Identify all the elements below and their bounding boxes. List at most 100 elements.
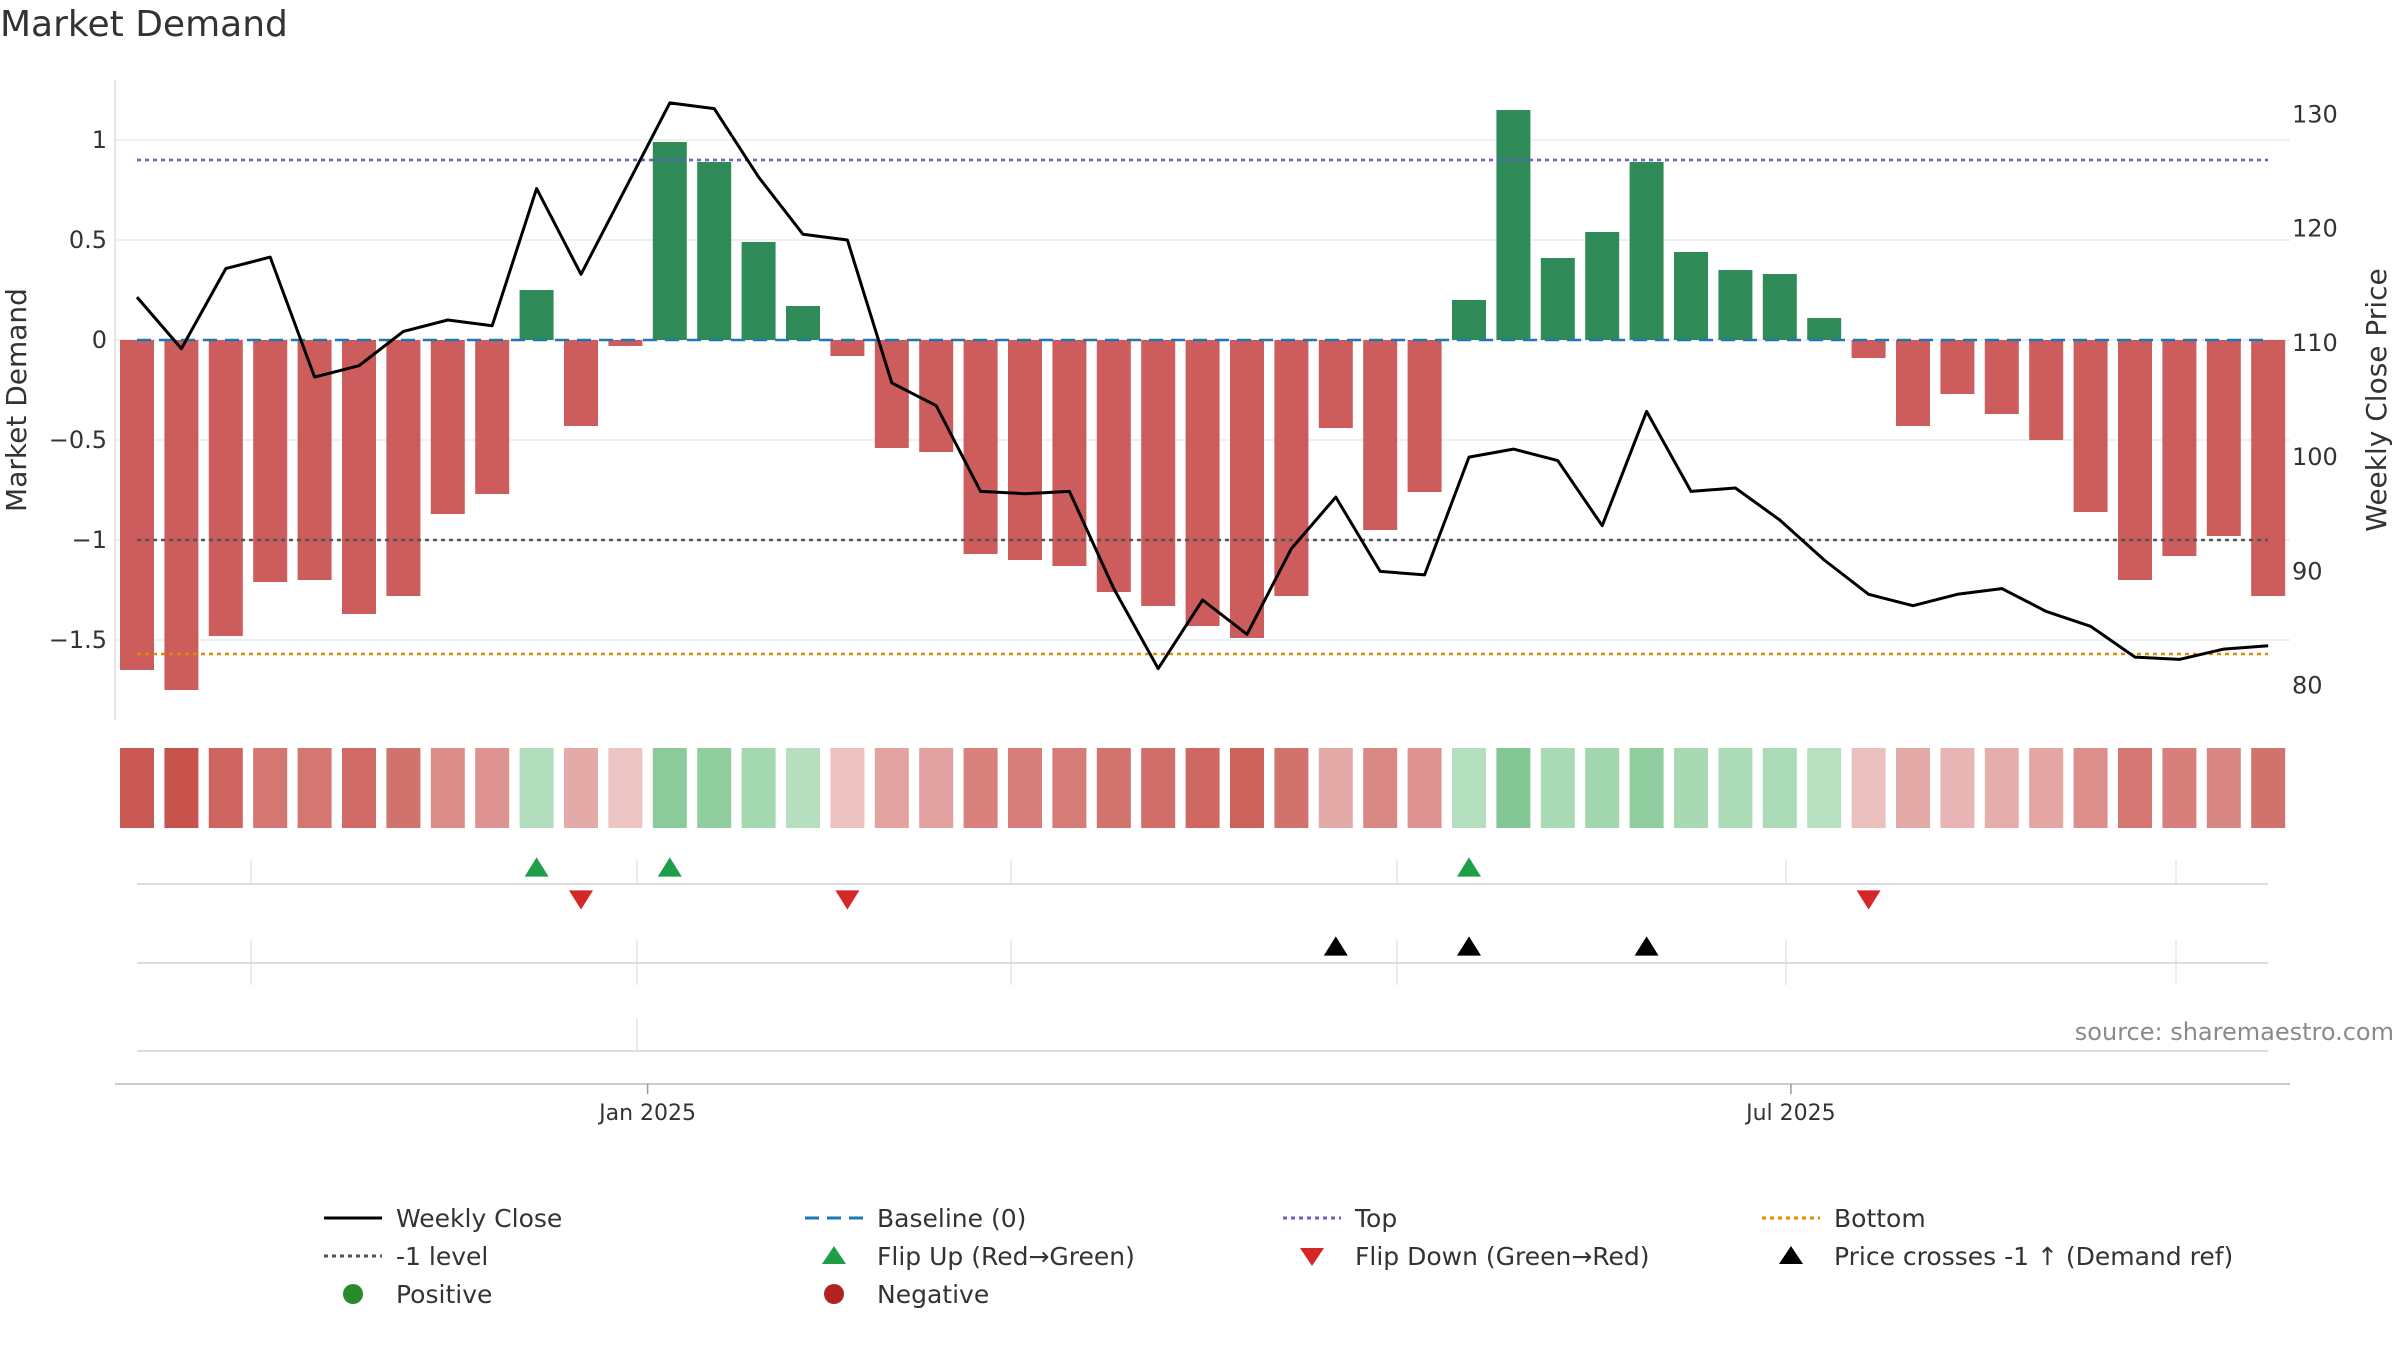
legend-item-top: Top bbox=[1281, 1200, 1397, 1236]
heat-cell bbox=[1851, 748, 1886, 828]
legend-label: Flip Down (Green→Red) bbox=[1355, 1241, 1650, 1271]
heat-cell bbox=[253, 748, 288, 828]
heat-cell bbox=[830, 748, 865, 828]
heat-cell bbox=[164, 748, 199, 828]
x-tick-label: Jan 2025 bbox=[597, 1101, 696, 1126]
y-axis-title: Market Demand bbox=[0, 288, 33, 512]
y-tick-label: 0 bbox=[92, 326, 107, 354]
demand-bar bbox=[1674, 252, 1708, 340]
heat-cell bbox=[1674, 748, 1708, 828]
legend-symbol-solid-line bbox=[324, 1216, 382, 1220]
heat-cell bbox=[697, 748, 732, 828]
flip-down-marker bbox=[1856, 890, 1881, 910]
demand-bar bbox=[2073, 340, 2108, 512]
legend-label: Weekly Close bbox=[396, 1203, 563, 1233]
demand-bar bbox=[1274, 340, 1309, 596]
heat-cell bbox=[1407, 748, 1442, 828]
heat-cell bbox=[652, 748, 687, 828]
demand-bar bbox=[1230, 340, 1264, 638]
demand-bar bbox=[1096, 340, 1131, 592]
demand-bar bbox=[1851, 340, 1886, 358]
heat-cell bbox=[430, 748, 465, 828]
legend: Weekly Close Baseline (0) Top Bottom -1 leve… bbox=[0, 1200, 2400, 1330]
y-tick-label: 1 bbox=[92, 126, 107, 154]
legend-item-baseline: Baseline (0) bbox=[803, 1200, 1026, 1236]
demand-bar bbox=[519, 290, 554, 340]
y-tick-label: −0.5 bbox=[49, 426, 107, 454]
y2-tick-label: 110 bbox=[2292, 329, 2338, 357]
legend-symbol-dashed-line bbox=[805, 1216, 863, 1220]
heat-cell bbox=[386, 748, 421, 828]
demand-bar bbox=[919, 340, 954, 452]
heat-cell bbox=[741, 748, 776, 828]
y2-tick-label: 130 bbox=[2292, 100, 2338, 128]
flip-down-marker bbox=[569, 890, 593, 910]
demand-bar bbox=[2206, 340, 2241, 536]
price-cross-marker bbox=[1457, 936, 1481, 956]
legend-label: Bottom bbox=[1834, 1203, 1926, 1233]
heat-cell bbox=[208, 748, 243, 828]
flip-up-marker bbox=[657, 857, 682, 877]
demand-bar bbox=[741, 242, 776, 340]
y2-tick-label: 100 bbox=[2292, 443, 2338, 471]
heat-cell bbox=[874, 748, 909, 828]
heat-cell bbox=[1318, 748, 1353, 828]
heat-cell bbox=[342, 748, 376, 828]
demand-bar bbox=[164, 340, 199, 690]
legend-symbol-dot bbox=[824, 1284, 844, 1304]
legend-item-cross: Price crosses -1 ↑ (Demand ref) bbox=[1760, 1238, 2233, 1274]
legend-label: Top bbox=[1355, 1203, 1398, 1233]
heat-cell bbox=[120, 748, 154, 828]
legend-symbol-dotted-line bbox=[324, 1254, 382, 1258]
demand-bar bbox=[1318, 340, 1353, 428]
heat-cell bbox=[519, 748, 554, 828]
heat-cell bbox=[297, 748, 332, 828]
legend-symbol-triangle-down bbox=[1300, 1248, 1324, 1266]
legend-label: Price crosses -1 ↑ (Demand ref) bbox=[1834, 1241, 2234, 1271]
x-tick-label: Jul 2025 bbox=[1744, 1101, 1836, 1126]
weekly-close-line bbox=[135, 101, 2269, 671]
legend-item-flip-down: Flip Down (Green→Red) bbox=[1281, 1238, 1650, 1274]
demand-bar bbox=[1984, 340, 2019, 414]
demand-bar bbox=[652, 142, 687, 340]
heat-cell bbox=[1718, 748, 1753, 828]
heat-cell bbox=[1141, 748, 1176, 828]
demand-bar bbox=[120, 340, 154, 670]
legend-symbol-triangle-up bbox=[822, 1246, 846, 1264]
heat-cell bbox=[2029, 748, 2064, 828]
flip-up-marker bbox=[524, 857, 549, 877]
heat-cell bbox=[1807, 748, 1842, 828]
heat-cell bbox=[1896, 748, 1930, 828]
demand-bar bbox=[1363, 340, 1398, 530]
heat-cell bbox=[1629, 748, 1664, 828]
y-tick-label: −1.5 bbox=[49, 626, 107, 654]
heat-cell bbox=[1940, 748, 1975, 828]
legend-label: Baseline (0) bbox=[877, 1203, 1027, 1233]
legend-item-close: Weekly Close bbox=[322, 1200, 562, 1236]
heat-cell bbox=[2206, 748, 2241, 828]
legend-item-positive-dot: Positive bbox=[322, 1276, 492, 1312]
heat-cell bbox=[2162, 748, 2197, 828]
heat-cell bbox=[2251, 748, 2286, 828]
demand-bar bbox=[697, 162, 732, 340]
heat-cell bbox=[1274, 748, 1309, 828]
demand-bar bbox=[1540, 258, 1575, 340]
legend-label: Negative bbox=[877, 1279, 990, 1309]
demand-bar bbox=[253, 340, 288, 582]
demand-bar bbox=[963, 340, 998, 554]
heat-cell bbox=[963, 748, 998, 828]
y-tick-label: −1 bbox=[72, 526, 107, 554]
demand-bar bbox=[1141, 340, 1176, 606]
demand-bar bbox=[1807, 318, 1842, 340]
demand-bar bbox=[1185, 340, 1220, 626]
source-note: source: sharemaestro.com bbox=[2074, 1018, 2394, 1046]
legend-symbol-dotted-line bbox=[1283, 1216, 1341, 1220]
heat-cell bbox=[564, 748, 598, 828]
heat-cell bbox=[475, 748, 510, 828]
demand-bar bbox=[386, 340, 421, 596]
y2-tick-label: 80 bbox=[2292, 672, 2323, 700]
demand-bar bbox=[1896, 340, 1930, 426]
legend-symbol-triangle-up bbox=[1779, 1246, 1803, 1264]
demand-bar bbox=[1052, 340, 1087, 566]
